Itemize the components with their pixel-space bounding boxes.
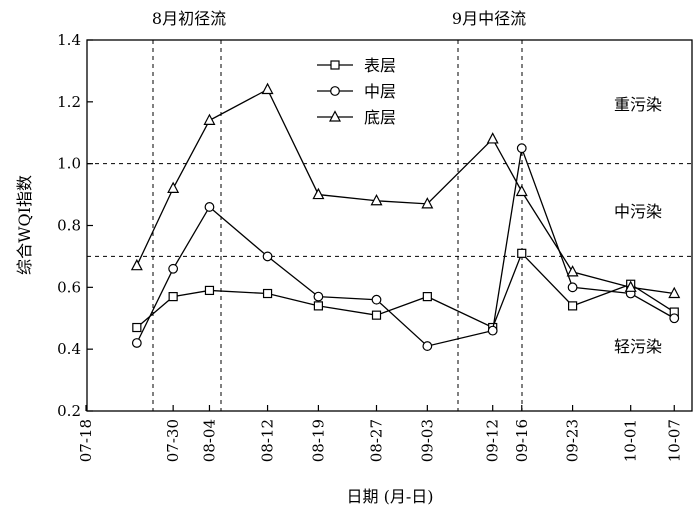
data-point-circle <box>168 263 179 274</box>
legend-marker-square <box>330 60 340 70</box>
x-tick-label: 08-04 <box>200 419 218 462</box>
x-axis-title: 日期 (月-日) <box>347 487 434 506</box>
data-point-circle <box>371 294 382 305</box>
x-tick-label: 09-23 <box>564 419 582 462</box>
x-tick-label: 07-30 <box>164 419 182 462</box>
legend-marker-triangle <box>329 110 341 122</box>
data-point-square <box>168 292 178 302</box>
x-tick-label: 07-18 <box>77 419 95 462</box>
data-point-triangle <box>486 132 499 144</box>
data-point-square <box>422 292 432 302</box>
x-tick-label: 09-12 <box>484 419 502 462</box>
data-point-triangle <box>261 82 274 95</box>
data-point-circle <box>487 325 498 336</box>
data-point-circle <box>516 143 527 154</box>
series-line-triangle <box>136 88 675 295</box>
x-tick-label: 08-27 <box>368 419 386 462</box>
data-point-circle <box>131 338 142 348</box>
legend-label: 底层 <box>364 108 396 127</box>
y-tick-label: 0.2 <box>57 402 81 420</box>
data-point-triangle <box>421 197 434 209</box>
data-point-triangle <box>167 181 180 193</box>
data-point-square <box>204 285 215 296</box>
runoff-period-label: 9月中径流 <box>452 9 526 28</box>
legend-marker-circle <box>330 86 340 96</box>
pollution-level-label: 重污染 <box>614 95 662 114</box>
x-tick-label: 10-07 <box>665 419 683 462</box>
data-point-square <box>567 301 578 311</box>
data-point-circle <box>313 291 324 302</box>
x-tick-label: 08-12 <box>259 419 277 462</box>
x-tick-label: 09-16 <box>513 419 531 462</box>
data-point-triangle <box>370 193 383 206</box>
y-tick-label: 0.8 <box>57 217 81 235</box>
series-line-square <box>136 252 675 329</box>
plot-area: 0.2 0.4 0.6 0.8 1.0 1.2 1.4 07-18 07-30 08-04 08-1… <box>15 9 693 506</box>
x-tick-label: 08-19 <box>309 419 327 462</box>
series-line-circle <box>136 145 675 347</box>
y-tick-label: 1.2 <box>57 93 81 111</box>
y-axis-title: 综合WQI指数 <box>15 175 34 275</box>
data-point-triangle <box>624 280 637 292</box>
pollution-level-label: 轻污染 <box>614 337 662 356</box>
data-point-triangle <box>515 184 528 197</box>
data-point-circle <box>669 313 680 324</box>
data-point-triangle <box>668 286 681 299</box>
legend-label: 中层 <box>364 82 396 101</box>
data-point-square <box>262 288 273 299</box>
y-tick-label: 0.4 <box>57 340 81 358</box>
data-point-circle <box>204 202 215 212</box>
data-point-triangle <box>130 258 143 271</box>
x-tick-label: 09-03 <box>418 419 436 462</box>
y-tick-label: 1.0 <box>57 155 81 173</box>
data-point-circle <box>567 282 578 293</box>
data-point-circle <box>422 341 433 351</box>
data-point-square <box>132 322 142 333</box>
data-point-triangle <box>203 113 216 125</box>
data-point-square <box>517 248 527 258</box>
y-tick-label: 1.4 <box>57 31 81 49</box>
data-point-triangle <box>566 265 579 277</box>
x-tick-label: 10-01 <box>622 419 640 462</box>
pollution-level-label: 中污染 <box>614 202 662 221</box>
runoff-period-label: 8月初径流 <box>152 9 226 28</box>
data-point-square <box>371 310 382 320</box>
data-point-square <box>313 301 323 311</box>
data-point-triangle <box>312 187 325 200</box>
legend-label: 表层 <box>364 56 396 75</box>
y-tick-label: 0.6 <box>57 278 81 296</box>
data-point-circle <box>262 251 273 262</box>
